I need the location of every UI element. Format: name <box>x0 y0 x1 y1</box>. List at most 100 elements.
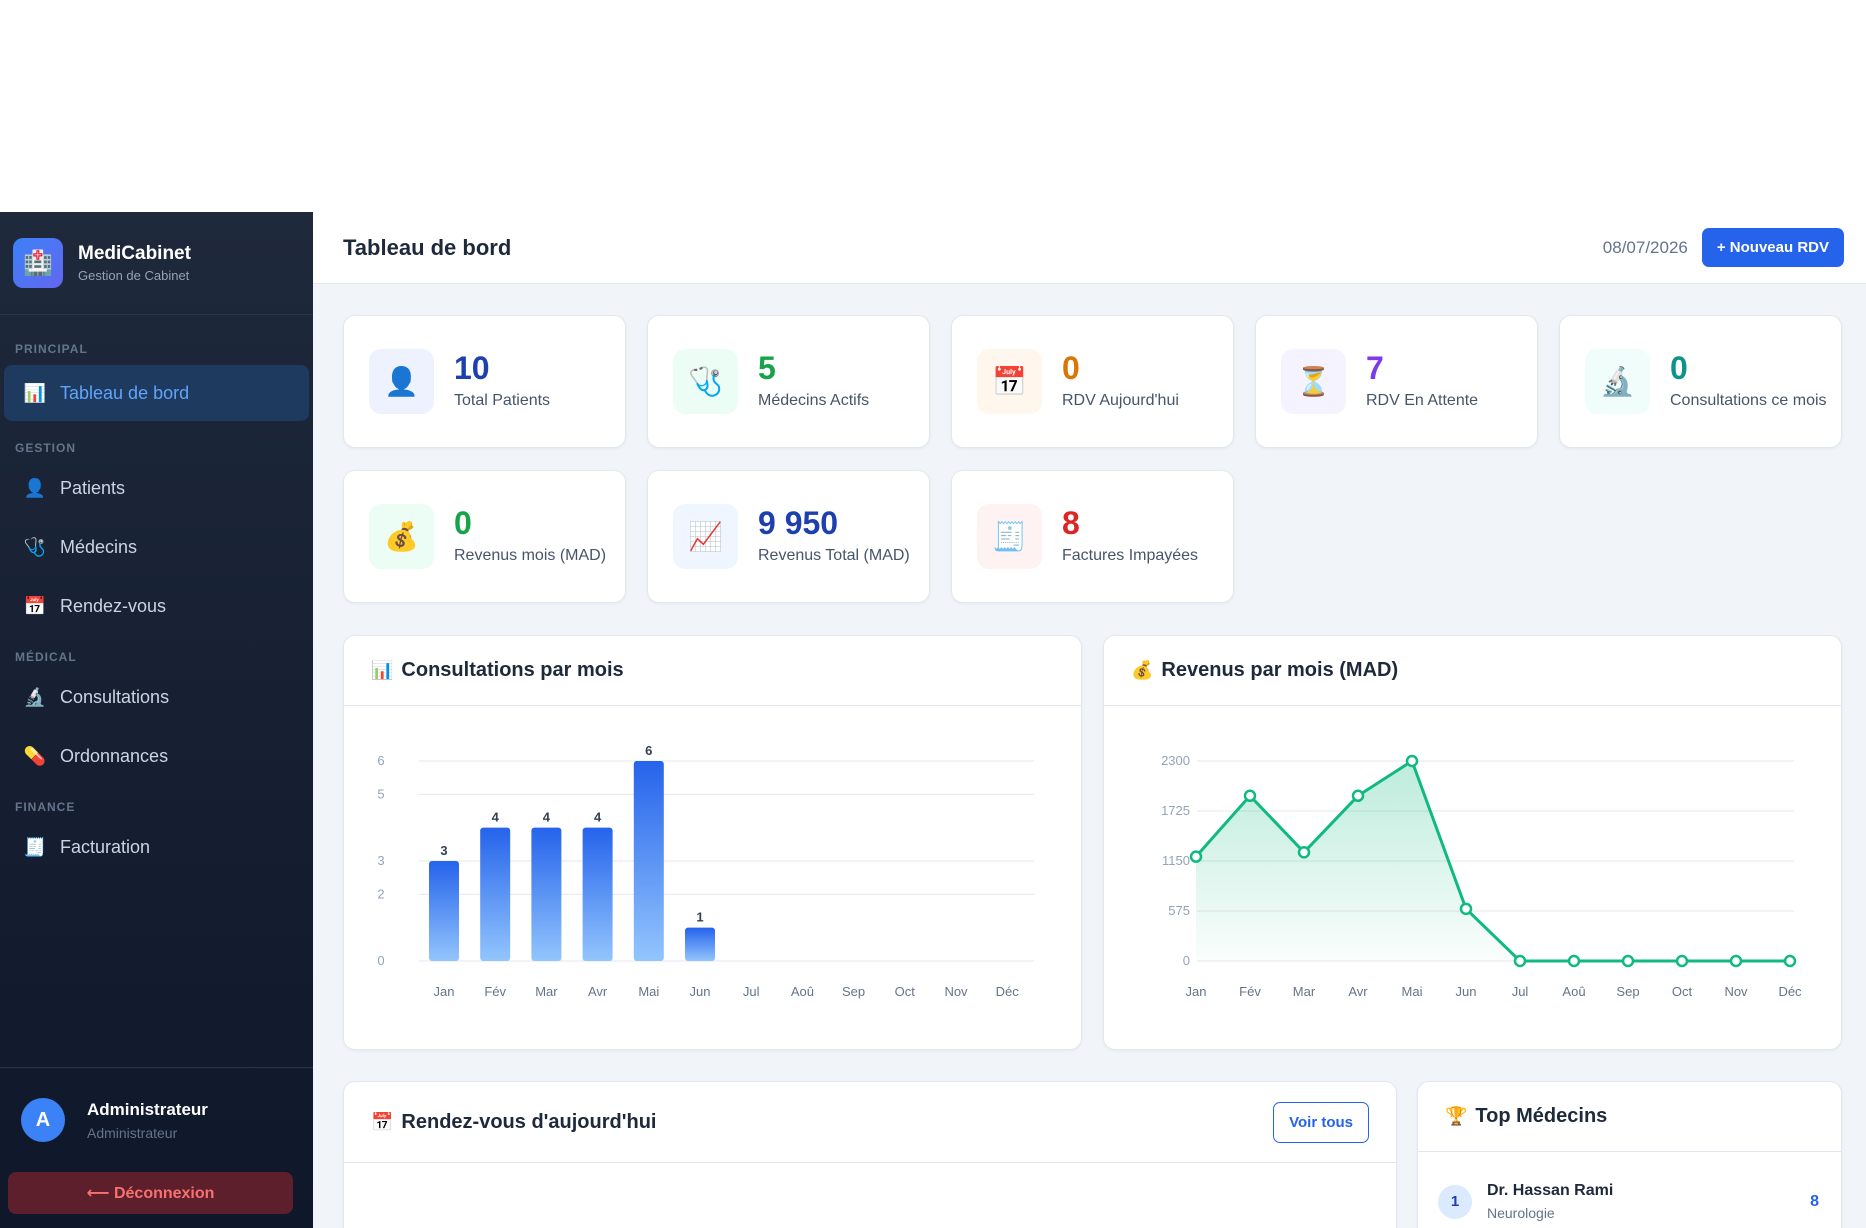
doctor-specialty: Neurologie <box>1487 1205 1555 1221</box>
x-tick-label: Déc <box>996 984 1020 999</box>
data-label: 4 <box>492 810 500 825</box>
bar <box>429 861 459 961</box>
x-tick-label: Jan <box>434 984 455 999</box>
logout-button[interactable]: ⟵ Déconnexion <box>8 1172 293 1214</box>
data-point <box>1351 789 1365 803</box>
x-tick-label: Jul <box>1512 984 1529 999</box>
x-tick-label: Jun <box>1456 984 1477 999</box>
y-tick-label: 5 <box>377 786 384 801</box>
y-tick-label: 0 <box>377 953 384 968</box>
pill-icon: 💊 <box>23 745 47 766</box>
stat-value: 0 <box>454 505 472 541</box>
revenus-line-chart: 0 575 1150 1725 2300 Jan Fév Mar Avr Mai Jun Jul Aoû… <box>1161 753 1802 999</box>
x-tick-label: Sep <box>1616 984 1639 999</box>
nav-section-principal: PRINCIPAL <box>15 342 88 356</box>
x-tick-label: Avr <box>1348 984 1368 999</box>
chart-icon: 📊 <box>23 382 47 403</box>
trophy-icon: 🏆 <box>1445 1106 1468 1126</box>
user-profile[interactable]: A Administrateur Administrateur <box>0 1067 313 1142</box>
x-tick-label: Oct <box>1672 984 1693 999</box>
y-tick-label: 6 <box>377 753 384 768</box>
data-label: 1 <box>696 910 703 925</box>
panel-header: 💰 Revenus par mois (MAD) <box>1104 636 1841 706</box>
bar <box>633 761 664 961</box>
sidebar-item-label: Facturation <box>60 836 151 857</box>
stat-value: 9 950 <box>758 505 839 541</box>
data-label: 3 <box>440 843 447 858</box>
brand[interactable]: 🏥 MediCabinet Gestion de Cabinet <box>0 212 313 315</box>
user-name: Administrateur <box>87 1099 208 1119</box>
bar <box>685 927 715 961</box>
x-tick-label: Fév <box>1239 984 1261 999</box>
panel-title-text: Revenus par mois (MAD) <box>1161 659 1399 681</box>
y-tick-label: 2300 <box>1161 753 1190 768</box>
data-point <box>1513 954 1527 968</box>
view-all-button[interactable]: Voir tous <box>1273 1101 1369 1143</box>
list-item[interactable]: 1 Dr. Hassan Rami Neurologie 8 <box>1418 1152 1841 1221</box>
stat-label: Revenus mois (MAD) <box>454 547 607 564</box>
data-point <box>1783 954 1797 968</box>
bar-chart-icon: 📊 <box>371 660 394 680</box>
stat-value: 0 <box>1670 350 1688 386</box>
brand-subtitle: Gestion de Cabinet <box>78 268 190 283</box>
data-label: 4 <box>594 810 602 825</box>
x-tick-label: Avr <box>588 984 608 999</box>
revenus-chart-panel: 💰 Revenus par mois (MAD) 0 575 1150 1725 2300… <box>1103 635 1842 1050</box>
x-tick-label: Jun <box>690 984 711 999</box>
panel-title: 🏆 Top Médecins <box>1445 1105 1814 1128</box>
nav-section-finance: FINANCE <box>15 800 76 814</box>
sidebar-item-consultations[interactable]: 🔬 Consultations <box>4 669 309 725</box>
series-line <box>1194 759 1790 963</box>
bar <box>531 827 562 961</box>
sidebar-item-ordonnances[interactable]: 💊 Ordonnances <box>4 728 309 784</box>
new-appointment-button[interactable]: + Nouveau RDV <box>1701 228 1844 267</box>
panel-header: 📊 Consultations par mois <box>344 636 1081 706</box>
panel-title: 💰 Revenus par mois (MAD) <box>1131 659 1814 682</box>
x-tick-label: Oct <box>895 984 916 999</box>
stethoscope-icon: 🩺 <box>23 536 47 557</box>
data-point <box>1729 954 1743 968</box>
data-point <box>1405 754 1419 768</box>
sidebar-item-medecins[interactable]: 🩺 Médecins <box>4 519 309 575</box>
stat-value: 7 <box>1366 350 1384 386</box>
y-tick-label: 2 <box>377 886 384 901</box>
main-content: Tableau de bord 08/07/2026 + Nouveau RDV… <box>313 212 1866 1228</box>
calendar-icon: 📅 <box>371 1111 394 1132</box>
sidebar-item-patients[interactable]: 👤 Patients <box>4 460 309 516</box>
data-point <box>1567 954 1581 968</box>
user-role: Administrateur <box>87 1124 178 1141</box>
x-tick-label: Jul <box>743 984 760 999</box>
sidebar-item-label: Ordonnances <box>60 745 169 766</box>
hospital-logo-icon: 🏥 <box>13 238 63 288</box>
data-label: 4 <box>543 810 551 825</box>
page-title: Tableau de bord <box>343 234 512 260</box>
y-tick-label: 1725 <box>1161 803 1190 818</box>
money-bag-icon: 💰 <box>369 504 434 569</box>
data-point <box>1297 846 1311 859</box>
stat-card: 📅 0 RDV Aujourd'hui <box>951 315 1234 448</box>
data-point <box>1243 789 1257 803</box>
data-point <box>1459 902 1473 916</box>
stat-card: 🧾 8 Factures Impayées <box>951 470 1234 603</box>
consultations-chart-panel: 📊 Consultations par mois 0 2 3 5 6 Jan 3 Fév 4 Mar… <box>343 635 1082 1050</box>
money-bag-icon: 💰 <box>1131 660 1154 680</box>
rank-badge: 1 <box>1438 1184 1472 1219</box>
x-tick-label: Nov <box>1724 984 1748 999</box>
microscope-icon: 🔬 <box>1585 349 1650 414</box>
sidebar-item-dashboard[interactable]: 📊 Tableau de bord <box>4 365 309 421</box>
sidebar-item-label: Médecins <box>60 536 138 557</box>
stat-card: 🔬 0 Consultations ce mois <box>1559 315 1842 448</box>
y-tick-label: 3 <box>377 853 384 868</box>
user-icon: 👤 <box>23 477 47 498</box>
x-tick-label: Mai <box>638 984 659 999</box>
sidebar-item-label: Tableau de bord <box>60 382 190 403</box>
stat-value: 0 <box>1062 350 1080 386</box>
bar <box>480 827 511 961</box>
data-point <box>1621 954 1635 968</box>
sidebar-item-facturation[interactable]: 🧾 Facturation <box>4 819 309 875</box>
calendar-icon: 📅 <box>23 595 47 616</box>
stat-label: Consultations ce mois <box>1670 392 1827 409</box>
top-medecins-panel: 🏆 Top Médecins 1 Dr. Hassan Rami Neurolog… <box>1417 1081 1842 1228</box>
sidebar-item-rendez-vous[interactable]: 📅 Rendez-vous <box>4 578 309 634</box>
stat-label: Factures Impayées <box>1062 547 1199 564</box>
